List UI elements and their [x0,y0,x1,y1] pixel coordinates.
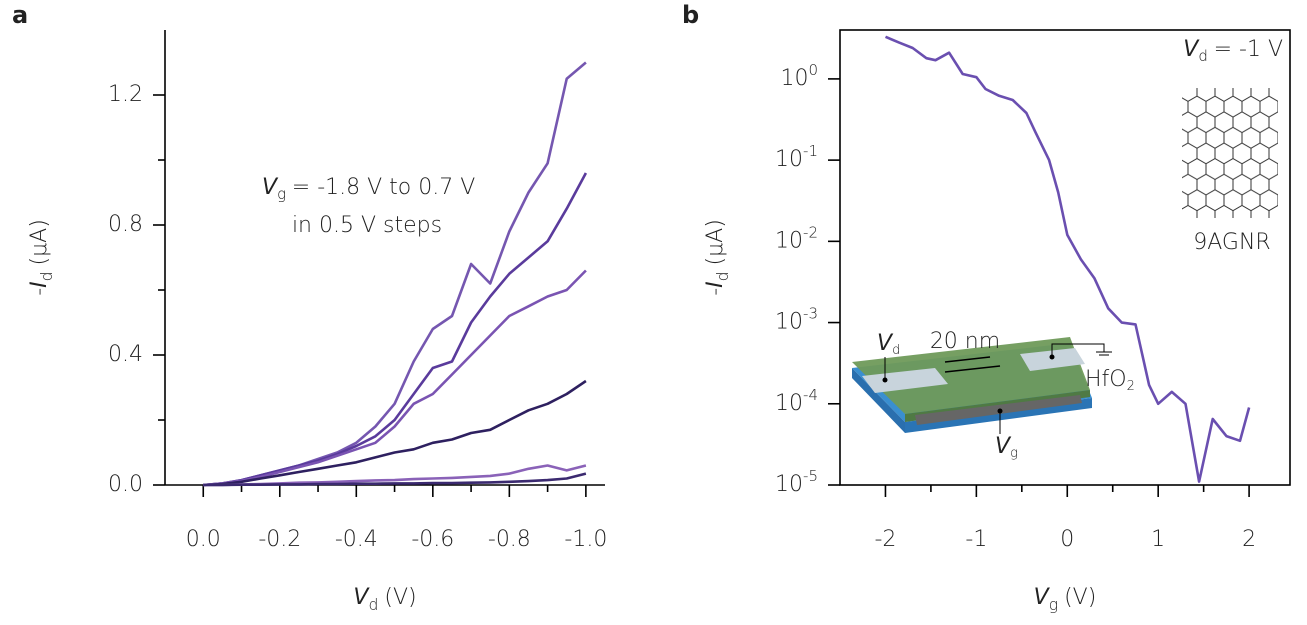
x-tick-label: 0 [1060,527,1074,552]
tick-exponent: -5 [803,467,818,485]
x-tick-label: -1.0 [564,527,607,552]
label-part: = -1.8 V to 0.7 V [292,175,476,200]
label: Vg (V) [1034,585,1097,614]
tick-text: 10 [775,472,803,497]
label-part: 2 [1127,379,1135,394]
label-part: V [1034,585,1051,610]
y-tick-label: 10-1 [775,142,818,173]
label-part: d [368,596,378,614]
tick-text: 10 [775,147,803,172]
label-part: I [703,281,728,288]
data-line [203,379,587,487]
tick-text: 0.8 [108,212,143,237]
data-line [203,172,588,487]
molecule-drawing [1182,88,1278,218]
label-part: V [877,331,894,356]
tick-text: 10 [780,66,808,91]
panel-label: a [12,1,28,29]
label-part: V [1183,37,1200,62]
data-line [203,269,587,487]
label: -Id (μA) [27,219,56,296]
x-tick-label: -0.2 [258,527,301,552]
tick-text: 10 [775,310,803,335]
panel-label: b [682,1,699,29]
plot-frame [839,29,1291,486]
label-part: I [27,281,52,288]
tick-text: 10 [775,228,803,253]
label: Vg [995,434,1018,461]
label: Vd [877,331,900,358]
annotation: in 0.5 V steps [292,213,442,238]
label-part: - [703,288,728,296]
label-part: (V) [384,585,416,610]
label-part: d [892,343,900,358]
tick-exponent: -1 [803,142,818,160]
y-tick-label: 10-3 [775,304,818,335]
label-part: g [277,185,286,203]
molecule-label: 9AGNR [1193,230,1270,255]
label-part: = -1 V [1214,37,1283,62]
tick-text: 0.0 [108,472,143,497]
label-part: d [38,271,56,281]
label-part: V [353,585,370,610]
y-tick-label: 10-4 [775,385,818,416]
x-tick-label: -0.8 [488,527,531,552]
tick-exponent: -2 [803,223,818,241]
label: Vd (V) [353,585,416,614]
label-part: (μA) [27,219,52,265]
data-line [884,35,1251,483]
label: Vg = -1.8 V to 0.7 V [262,175,475,203]
label: -Id (μA) [703,219,732,296]
label-part: V [995,434,1012,459]
y-tick-label: 10-5 [775,467,818,498]
label-part: g [1010,446,1018,461]
label-part: - [27,288,52,296]
label: HfO2 [1085,367,1135,394]
y-tick-label: 0.0 [108,472,143,497]
label-part: V [262,175,279,200]
inset-gap-label: 20 nm [930,329,1000,354]
tick-text: 10 [775,391,803,416]
y-tick-label: 1.2 [108,82,143,107]
x-tick-label: -0.4 [335,527,378,552]
tick-exponent: -3 [803,304,818,322]
x-tick-label: -0.6 [411,527,454,552]
label-part: (μA) [703,219,728,265]
y-tick-label: 100 [780,60,818,91]
tick-text: 1.2 [108,82,143,107]
x-tick-label: 2 [1242,527,1256,552]
x-tick-label: 0.0 [186,527,221,552]
x-tick-label: -2 [874,527,896,552]
x-tick-label: 1 [1151,527,1165,552]
y-tick-label: 0.8 [108,212,143,237]
device-inset [852,337,1112,434]
label-part: HfO [1085,367,1127,392]
label-part: (V) [1064,585,1096,610]
label-part: g [1049,596,1058,614]
label-part: d [1198,47,1207,65]
x-tick-label: -1 [965,527,987,552]
data-line [203,472,587,487]
y-tick-label: 10-2 [775,223,818,254]
label-part: d [714,271,732,281]
tick-exponent: -4 [803,385,818,403]
tick-text: 0.4 [108,342,143,367]
y-tick-label: 0.4 [108,342,143,367]
tick-exponent: 0 [808,60,818,78]
label: Vd = -1 V [1183,37,1283,65]
